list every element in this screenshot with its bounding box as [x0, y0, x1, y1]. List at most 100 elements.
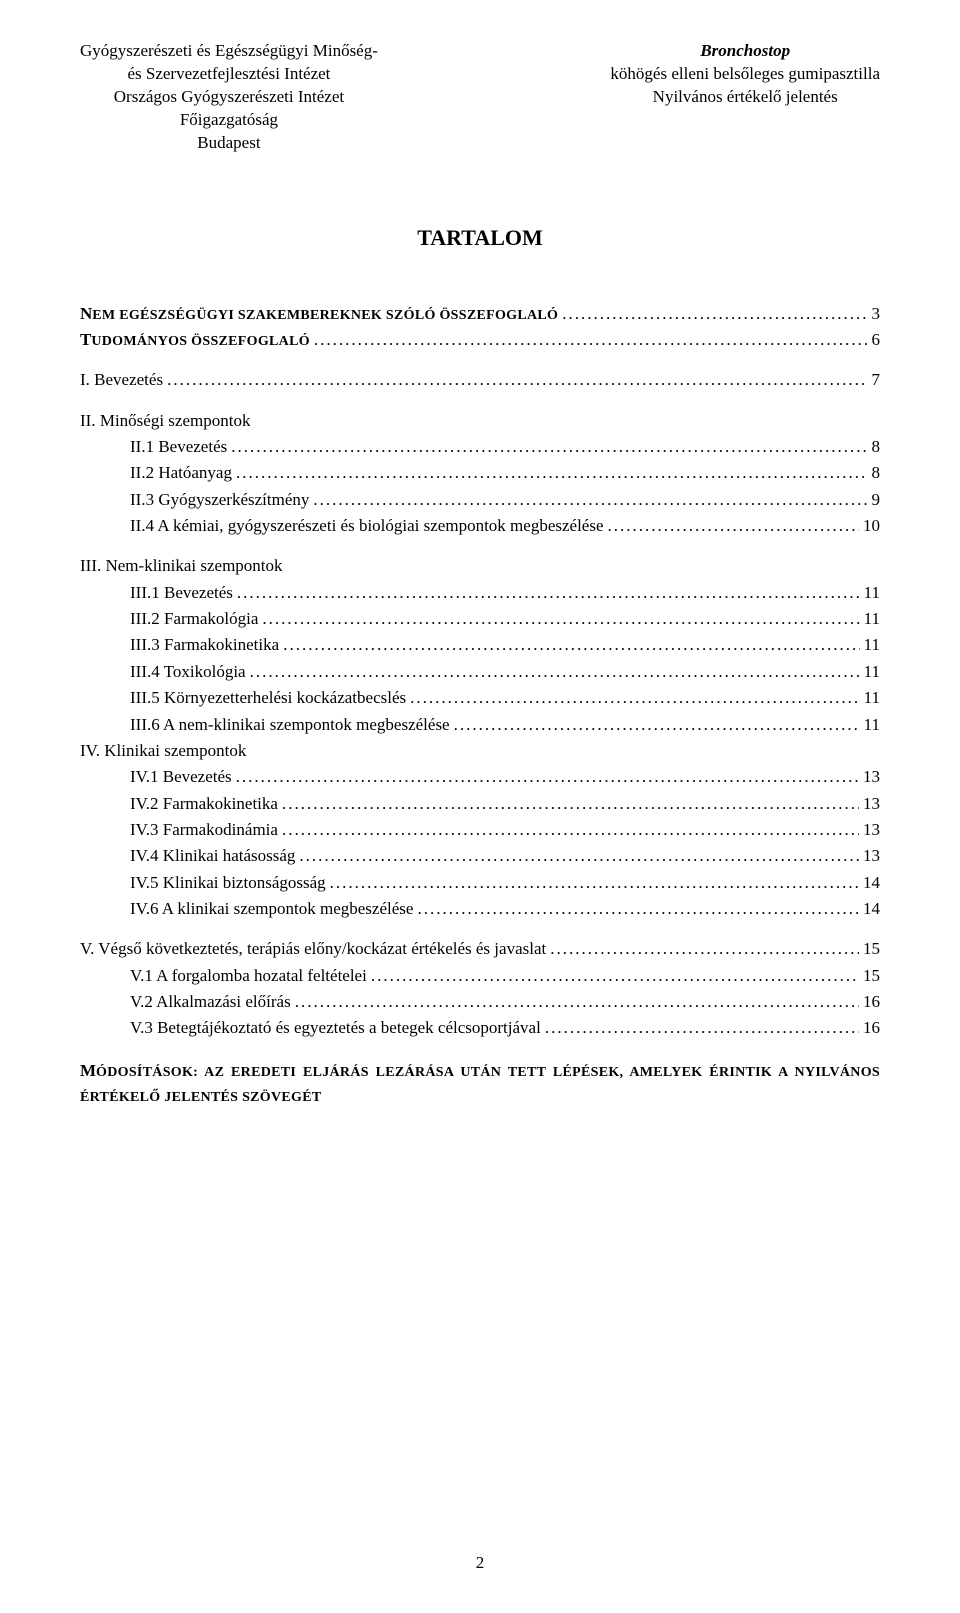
note-rest: ÓDOSÍTÁSOK: AZ EREDETI ELJÁRÁS LEZÁRÁSA …	[80, 1065, 880, 1106]
toc-page: 16	[863, 1015, 880, 1041]
toc-label: III. Nem-klinikai szempontok	[80, 553, 283, 579]
toc-leader	[236, 460, 868, 486]
toc-page: 11	[864, 580, 880, 606]
toc-page: 11	[864, 685, 880, 711]
toc-page: 15	[863, 936, 880, 962]
toc-leader	[282, 791, 859, 817]
toc-leader	[562, 301, 867, 327]
toc-label: IV.6 A klinikai szempontok megbeszélése	[130, 896, 413, 922]
page-number: 2	[0, 1553, 960, 1573]
toc-page: 8	[872, 460, 881, 486]
document-page: Gyógyszerészeti és Egészségügyi Minőség-…	[0, 0, 960, 1613]
toc-label: III.1 Bevezetés	[130, 580, 233, 606]
toc-page: 15	[863, 963, 880, 989]
table-of-contents: NEM EGÉSZSÉGÜGYI SZAKEMBEREKNEK SZÓLÓ ÖS…	[80, 301, 880, 1042]
toc-entry: IV. Klinikai szempontok	[80, 738, 880, 764]
toc-entry: II.2 Hatóanyag 8	[80, 460, 880, 486]
toc-entry: III.1 Bevezetés 11	[80, 580, 880, 606]
toc-page: 13	[863, 764, 880, 790]
toc-leader	[283, 632, 859, 658]
toc-entry: II.4 A kémiai, gyógyszerészeti és biológ…	[80, 513, 880, 539]
toc-entry: IV.2 Farmakokinetika13	[80, 791, 880, 817]
toc-leader	[237, 580, 860, 606]
header-left-line: Országos Gyógyszerészeti Intézet	[80, 86, 378, 109]
toc-label: IV.1 Bevezetés	[130, 764, 232, 790]
toc-entry: IV.3 Farmakodinámia 13	[80, 817, 880, 843]
toc-label: IV.3 Farmakodinámia	[130, 817, 278, 843]
toc-label: III.2 Farmakológia	[130, 606, 258, 632]
toc-page: 3	[872, 301, 881, 327]
toc-leader	[454, 712, 860, 738]
toc-leader	[550, 936, 859, 962]
toc-page: 11	[864, 632, 880, 658]
toc-leader	[314, 327, 868, 353]
toc-entry: III. Nem-klinikai szempontok	[80, 553, 880, 579]
toc-page: 8	[872, 434, 881, 460]
header-right-line: köhögés elleni belsőleges gumipasztilla	[610, 63, 880, 86]
toc-label: III.4 Toxikológia	[130, 659, 246, 685]
toc-entry: II. Minőségi szempontok	[80, 408, 880, 434]
toc-page: 13	[863, 817, 880, 843]
header-left-line: Gyógyszerészeti és Egészségügyi Minőség-	[80, 40, 378, 63]
toc-entry: NEM EGÉSZSÉGÜGYI SZAKEMBEREKNEK SZÓLÓ ÖS…	[80, 301, 880, 327]
toc-label: II.2 Hatóanyag	[130, 460, 232, 486]
toc-page: 11	[864, 712, 880, 738]
toc-label: I. Bevezetés	[80, 367, 163, 393]
toc-label: II.1 Bevezetés	[130, 434, 227, 460]
toc-leader	[236, 764, 859, 790]
toc-entry: TUDOMÁNYOS ÖSSZEFOGLALÓ 6	[80, 327, 880, 353]
toc-leader	[231, 434, 867, 460]
header-left-line: Budapest	[80, 132, 378, 155]
header-left: Gyógyszerészeti és Egészségügyi Minőség-…	[80, 40, 378, 155]
toc-page: 16	[863, 989, 880, 1015]
product-brand: Bronchostop	[610, 40, 880, 63]
toc-label: II. Minőségi szempontok	[80, 408, 250, 434]
toc-entry: V. Végső következtetés, terápiás előny/k…	[80, 936, 880, 962]
toc-entry: V.2 Alkalmazási előírás 16	[80, 989, 880, 1015]
toc-label: V.2 Alkalmazási előírás	[130, 989, 291, 1015]
toc-entry: V.3 Betegtájékoztató és egyeztetés a bet…	[80, 1015, 880, 1041]
toc-entry: V.1 A forgalomba hozatal feltételei15	[80, 963, 880, 989]
header-left-line: és Szervezetfejlesztési Intézet	[80, 63, 378, 86]
toc-page: 14	[863, 896, 880, 922]
toc-page: 7	[872, 367, 881, 393]
modifications-note: MÓDOSÍTÁSOK: AZ EREDETI ELJÁRÁS LEZÁRÁSA…	[80, 1058, 880, 1109]
toc-page: 13	[863, 843, 880, 869]
page-title: TARTALOM	[80, 225, 880, 251]
toc-leader	[282, 817, 859, 843]
toc-entry: III.4 Toxikológia 11	[80, 659, 880, 685]
toc-label: IV.4 Klinikai hatásosság	[130, 843, 295, 869]
toc-label: II.3 Gyógyszerkészítmény	[130, 487, 309, 513]
page-header: Gyógyszerészeti és Egészségügyi Minőség-…	[80, 40, 880, 155]
toc-label: NEM EGÉSZSÉGÜGYI SZAKEMBEREKNEK SZÓLÓ ÖS…	[80, 301, 558, 327]
toc-label: III.3 Farmakokinetika	[130, 632, 279, 658]
toc-leader	[262, 606, 859, 632]
toc-leader	[250, 659, 860, 685]
header-right-line: Nyilvános értékelő jelentés	[610, 86, 880, 109]
header-left-line: Főigazgatóság	[80, 109, 378, 132]
toc-leader	[313, 487, 867, 513]
toc-entry: IV.4 Klinikai hatásosság 13	[80, 843, 880, 869]
toc-leader	[167, 367, 867, 393]
toc-label: III.6 A nem-klinikai szempontok megbeszé…	[130, 712, 450, 738]
toc-page: 11	[864, 659, 880, 685]
toc-entry: III.5 Környezetterhelési kockázatbecslés…	[80, 685, 880, 711]
toc-leader	[295, 989, 859, 1015]
toc-leader	[330, 870, 859, 896]
toc-page: 6	[872, 327, 881, 353]
toc-page: 10	[863, 513, 880, 539]
toc-entry: III.2 Farmakológia11	[80, 606, 880, 632]
toc-page: 14	[863, 870, 880, 896]
toc-label: V.3 Betegtájékoztató és egyeztetés a bet…	[130, 1015, 541, 1041]
toc-entry: II.3 Gyógyszerkészítmény9	[80, 487, 880, 513]
note-first-cap: M	[80, 1061, 96, 1080]
toc-label: II.4 A kémiai, gyógyszerészeti és biológ…	[130, 513, 604, 539]
toc-leader	[608, 513, 859, 539]
toc-entry: III.6 A nem-klinikai szempontok megbeszé…	[80, 712, 880, 738]
toc-label: TUDOMÁNYOS ÖSSZEFOGLALÓ	[80, 327, 310, 353]
toc-page: 13	[863, 791, 880, 817]
toc-entry: II.1 Bevezetés 8	[80, 434, 880, 460]
toc-leader	[371, 963, 859, 989]
toc-label: III.5 Környezetterhelési kockázatbecslés	[130, 685, 406, 711]
toc-leader	[417, 896, 859, 922]
